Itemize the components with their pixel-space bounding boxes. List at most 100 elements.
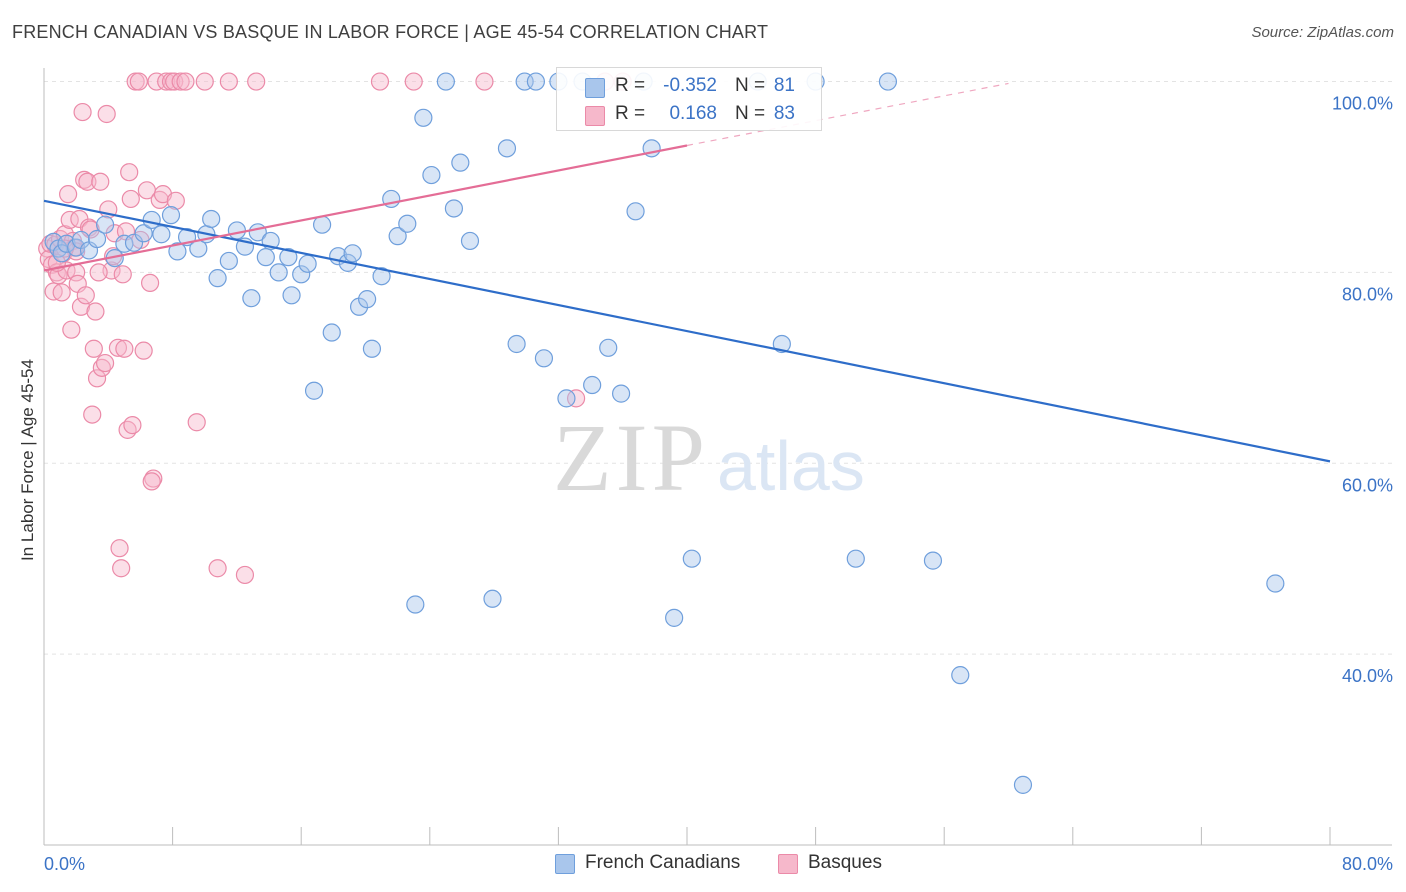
basques-point: [247, 72, 266, 91]
basques-point: [140, 273, 160, 293]
basques-point: [84, 339, 103, 358]
french-canadians-point: [507, 334, 526, 354]
basques-point: [134, 341, 153, 360]
legend-swatch-pink: [778, 854, 798, 874]
basques-point: [219, 72, 238, 91]
french-canadians-point: [1266, 574, 1285, 593]
french-canadians-point: [497, 139, 517, 158]
basques-trend-line: [43, 144, 688, 272]
legend-r-value: 0.168: [669, 103, 717, 124]
basques-point: [87, 369, 107, 388]
french-canadians-point: [57, 234, 76, 253]
basques-point: [566, 389, 586, 408]
legend-row-french-canadians: R = -0.352 N = 81: [557, 73, 821, 101]
legend-label-french-canadians: French Canadians: [585, 852, 741, 873]
legend-n-label: N =: [735, 75, 766, 96]
french-canadians-point: [460, 231, 480, 251]
basques-point: [129, 72, 148, 91]
french-canadians-point: [772, 334, 791, 354]
french-canadians-point: [152, 225, 171, 244]
basques-point: [83, 405, 102, 424]
legend-swatch-blue: [585, 78, 605, 98]
zipatlas-watermark: ZIP atlas: [553, 404, 865, 511]
french-canadians-point: [444, 199, 464, 218]
tick-labels: 40.0% 60.0% 80.0% 100.0% 0.0% 80.0%: [44, 94, 1393, 874]
source-credit: Source: ZipAtlas.com: [1251, 24, 1394, 41]
french-canadians-point: [665, 608, 684, 627]
french-canadians-point: [312, 215, 332, 234]
basques-point: [75, 170, 94, 189]
french-canadians-point: [358, 290, 377, 309]
french-canadians-point: [682, 549, 701, 568]
y-tick-label: 100.0%: [1332, 94, 1393, 114]
basques-point: [120, 163, 139, 182]
legend-n-value: 81: [773, 75, 795, 96]
french-canadians-point: [124, 233, 144, 252]
x-tick-label-max: 80.0%: [1342, 854, 1393, 874]
french-canadians-point: [483, 589, 502, 608]
french-canadians-point: [406, 595, 425, 614]
basques-point: [91, 172, 110, 191]
stats-legend: R = -0.352 N = 81 R = 0.168 N = 83: [556, 67, 822, 131]
basques-point: [187, 413, 206, 432]
french-canadians-point: [115, 234, 134, 253]
french-canadians-point: [298, 254, 317, 273]
french-canadians-trend-line: [43, 199, 1331, 463]
basques-point: [95, 353, 115, 373]
trend-lines: [43, 82, 1331, 463]
french-canadians-point: [292, 265, 311, 284]
basques-point: [123, 415, 142, 435]
basques-point: [62, 320, 81, 339]
french-canadians-point: [611, 384, 631, 403]
french-canadians-point: [256, 248, 275, 267]
french-canadians-point: [142, 210, 161, 230]
basques-point: [147, 72, 166, 91]
french-canadians-point: [583, 375, 602, 395]
french-canadians-point: [134, 224, 153, 243]
y-axis-label: In Labor Force | Age 45-54: [18, 359, 37, 561]
french-canadians-point: [95, 215, 115, 234]
french-canadians-point: [219, 251, 238, 271]
legend-row-basques: R = 0.168 N = 83: [557, 101, 821, 129]
french-canadians-point: [168, 242, 187, 261]
french-canadians-point: [878, 72, 898, 91]
french-canadians-point: [923, 551, 943, 570]
basques-point: [71, 297, 91, 316]
french-canadians-point: [436, 72, 455, 91]
french-canadians-point: [208, 269, 227, 288]
french-canadians-point: [227, 221, 246, 240]
french-canadians-point: [526, 72, 545, 91]
french-canadians-point: [388, 227, 407, 246]
french-canadians-point: [343, 244, 362, 263]
watermark-zip: ZIP: [553, 404, 709, 511]
basques-point: [404, 72, 423, 91]
basques-point: [195, 72, 214, 91]
french-canadians-point: [414, 108, 433, 127]
french-canadians-point: [626, 202, 645, 221]
french-canadians-point: [322, 323, 341, 342]
french-canadians-point: [304, 381, 324, 400]
basques-point: [115, 339, 134, 358]
legend-label-basques: Basques: [808, 852, 882, 873]
basques-point: [89, 263, 108, 282]
y-tick-label: 60.0%: [1342, 475, 1393, 495]
basques-point: [59, 185, 78, 204]
legend-r-label: R =: [615, 75, 646, 96]
watermark-atlas: atlas: [717, 427, 865, 505]
basques-point: [176, 72, 195, 91]
y-tick-label: 40.0%: [1342, 666, 1393, 686]
basques-point: [475, 72, 494, 91]
french-canadians-point: [282, 286, 301, 305]
french-canadians-point: [846, 549, 865, 568]
basques-point: [110, 539, 129, 558]
french-canadians-point: [242, 289, 261, 308]
chart-title: FRENCH CANADIAN VS BASQUE IN LABOR FORCE…: [12, 22, 769, 42]
basques-point: [60, 210, 79, 230]
basques-point: [144, 469, 163, 488]
basques-point: [235, 565, 255, 585]
french-canadians-point: [372, 267, 391, 286]
french-canadians-point: [951, 666, 970, 685]
french-canadians-point: [202, 209, 221, 229]
french-canadians-point: [398, 214, 417, 233]
